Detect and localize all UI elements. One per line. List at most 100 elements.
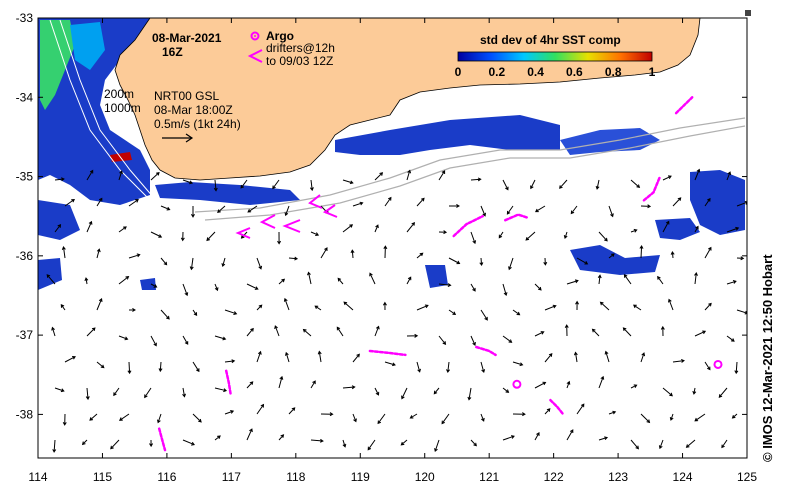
current-vector (127, 361, 132, 375)
current-vector (217, 205, 226, 214)
sst-patch-shelf1 (155, 182, 300, 205)
current-vector (150, 283, 158, 288)
current-vector (118, 335, 129, 341)
argo-legend-label: Argo (266, 29, 294, 43)
current-vector (576, 257, 589, 265)
current-vector (640, 413, 651, 424)
current-vector (704, 197, 711, 207)
current-vector (86, 220, 93, 233)
current-vector (694, 225, 699, 233)
current-vector (438, 335, 447, 345)
drifter-track (224, 369, 232, 396)
current-vector (480, 413, 485, 422)
current-vector (374, 387, 380, 396)
current-vector (96, 297, 103, 311)
current-vector (382, 301, 387, 311)
current-vector (448, 309, 457, 315)
current-vector (480, 309, 488, 321)
current-vector (470, 283, 476, 292)
current-vector (256, 403, 265, 415)
current-vector (352, 353, 360, 363)
current-vector (704, 246, 712, 259)
current-vector (512, 309, 521, 316)
current-vector (320, 247, 328, 259)
current-vector (157, 413, 162, 424)
current-vector (662, 175, 672, 181)
current-vector (658, 439, 664, 450)
current-vector (726, 280, 737, 285)
current-vector (128, 199, 139, 207)
current-vector (608, 410, 617, 415)
sst-patch-bight1 (335, 115, 560, 155)
current-vector (256, 350, 262, 363)
current-vector (84, 277, 89, 285)
current-vector (192, 361, 200, 373)
current-vector (449, 203, 460, 208)
current-vector (660, 325, 665, 337)
drifter-track (157, 427, 167, 452)
current-vector (441, 413, 450, 425)
isobath-200-label: 200m (104, 87, 134, 101)
current-vector (508, 257, 514, 271)
current-vector (416, 304, 429, 311)
current-vector (731, 413, 738, 419)
map-hour: 16Z (162, 45, 183, 59)
current-vector (160, 309, 170, 320)
current-vector (336, 326, 344, 337)
current-vector (342, 385, 356, 390)
colorbar-tick-label: 0.2 (488, 65, 505, 79)
current-vector (118, 226, 127, 233)
current-vector (214, 283, 219, 292)
current-vector (438, 230, 448, 235)
current-vector (670, 251, 675, 259)
current-vector (566, 429, 574, 441)
current-vector (438, 283, 452, 288)
current-vector (502, 335, 513, 343)
current-vector (182, 335, 189, 345)
current-vector (668, 298, 674, 311)
current-vector (350, 249, 355, 259)
current-vector (470, 335, 476, 347)
current-vector (150, 231, 163, 238)
colorbar-tick-label: 0.8 (605, 65, 622, 79)
current-vector (383, 245, 388, 259)
current-vector (726, 226, 740, 233)
current-vector (534, 205, 546, 213)
current-vector (639, 245, 644, 259)
current-vector (566, 380, 571, 389)
current-vector (534, 331, 545, 337)
current-vector (734, 361, 739, 375)
current-vector (182, 439, 195, 446)
current-vector (192, 309, 198, 316)
current-vector (467, 387, 472, 401)
drifter-track (642, 175, 662, 202)
current-vector (224, 309, 238, 315)
x-tick-label: 118 (286, 470, 305, 484)
x-axis-ticks: 114 115 116 117 118 119 120 121 122 123 124 125 (28, 18, 757, 484)
current-vector (570, 205, 578, 215)
current-vector (575, 300, 580, 311)
current-vector (374, 325, 380, 337)
current-vector (694, 168, 701, 181)
current-vector (434, 439, 440, 453)
current-vector (61, 246, 66, 259)
drifter-track (368, 349, 407, 357)
current-vector (149, 439, 154, 448)
current-vector (534, 283, 542, 291)
current-vector (409, 413, 418, 419)
sst-data-layer (38, 18, 745, 290)
current-vector (214, 435, 221, 441)
current-vector (598, 231, 608, 242)
current-vector (685, 439, 696, 448)
current-vector (608, 253, 615, 259)
current-vector (182, 179, 194, 185)
colorbar-tick-label: 0.6 (566, 65, 583, 79)
current-vector (502, 435, 515, 441)
current-vector (288, 407, 296, 415)
current-vector (633, 304, 642, 311)
current-vector (672, 197, 682, 207)
current-vector (470, 439, 477, 447)
current-vector (110, 439, 120, 450)
current-vector (129, 307, 136, 312)
